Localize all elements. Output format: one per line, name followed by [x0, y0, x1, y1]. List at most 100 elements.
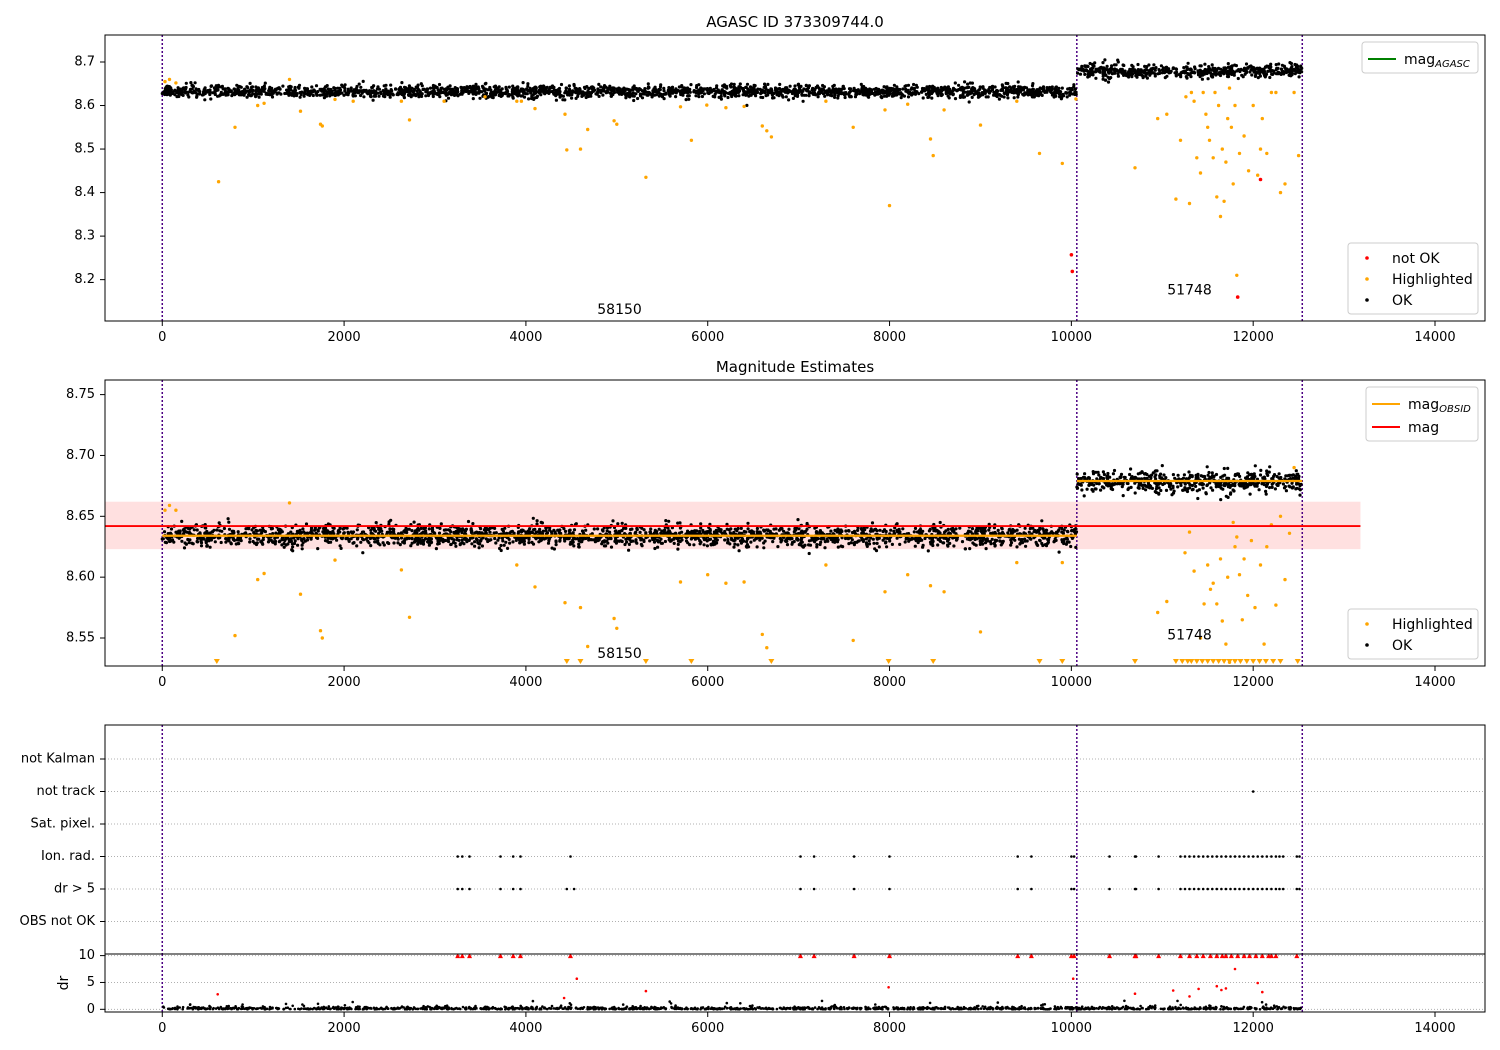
highlighted-point	[483, 95, 487, 99]
ok-point	[614, 537, 618, 541]
ok-point	[705, 530, 710, 534]
ok-point	[332, 536, 336, 540]
ok-point	[628, 90, 632, 94]
ok-point	[1173, 71, 1177, 75]
highlighted-point	[1226, 116, 1230, 121]
ok-point	[267, 537, 271, 541]
ok-point	[1253, 69, 1257, 73]
ok-point	[708, 522, 712, 526]
ok-point	[297, 83, 302, 87]
highlighted-point	[298, 109, 303, 113]
ok-point	[895, 87, 900, 91]
ok-point	[473, 544, 477, 548]
highlighted-point	[578, 147, 583, 151]
ok-point	[392, 527, 396, 531]
ok-point	[820, 87, 824, 91]
ok-point	[220, 529, 224, 533]
ok-point	[829, 537, 833, 542]
ok-point	[741, 87, 745, 91]
ok-point	[544, 526, 548, 530]
ok-point	[646, 85, 651, 89]
ok-point	[183, 90, 187, 94]
ok-point	[785, 86, 789, 90]
ok-point	[758, 530, 762, 534]
ok-point	[168, 539, 172, 544]
ok-point	[936, 94, 940, 98]
ok-point	[949, 527, 953, 531]
ok-point	[816, 537, 820, 541]
ok-point	[652, 93, 657, 97]
ok-point	[596, 527, 600, 531]
ok-point	[460, 92, 464, 96]
ok-point	[1050, 86, 1054, 90]
ok-point	[538, 539, 543, 543]
ok-point	[752, 86, 756, 90]
ok-point	[1076, 71, 1080, 75]
ok-point	[245, 85, 249, 89]
ok-point	[988, 540, 993, 544]
ok-point	[823, 546, 827, 550]
ok-point	[905, 536, 909, 540]
ok-point	[587, 538, 591, 542]
ok-point	[938, 520, 942, 525]
ok-point	[867, 542, 872, 546]
ok-point	[754, 94, 758, 98]
ok-point	[1068, 93, 1072, 97]
ok-point	[915, 90, 919, 94]
ok-point	[302, 94, 306, 98]
ok-point	[461, 527, 465, 531]
highlighted-point	[1165, 112, 1169, 116]
ok-point	[878, 528, 882, 532]
ok-point	[815, 545, 819, 549]
ok-point	[325, 92, 329, 96]
ok-point	[345, 526, 349, 530]
ok-point	[865, 544, 869, 549]
agasc-magnitude-panel: AGASC ID 373309744.058150517488.28.38.48…	[74, 13, 1486, 345]
ok-point	[931, 543, 935, 548]
ok-point	[382, 93, 386, 97]
ok-point	[983, 91, 987, 95]
ok-point	[1057, 86, 1061, 90]
ok-point	[893, 93, 897, 97]
ok-point	[1253, 74, 1257, 78]
ok-point	[1114, 68, 1119, 72]
ok-point	[622, 526, 626, 531]
highlighted-point	[586, 127, 590, 132]
ok-point	[875, 537, 880, 541]
ok-point	[1068, 86, 1072, 91]
ok-point	[475, 538, 479, 542]
ok-point	[300, 543, 304, 547]
ok-point	[242, 92, 246, 96]
ok-point	[833, 528, 837, 533]
legend-line-label: magAGASC	[1404, 52, 1470, 70]
highlighted-point	[1265, 151, 1269, 156]
ok-point	[474, 82, 478, 86]
highlighted-point	[1215, 195, 1219, 199]
ok-point	[1007, 527, 1012, 532]
ok-point	[678, 539, 682, 544]
ok-point	[708, 529, 712, 533]
ok-point	[657, 527, 661, 531]
ok-point	[941, 88, 945, 92]
ok-point	[483, 89, 487, 93]
ok-point	[522, 95, 527, 99]
ok-point	[1009, 538, 1013, 542]
ok-point	[471, 97, 475, 101]
ok-point	[399, 536, 404, 540]
ok-point	[402, 541, 406, 545]
ok-point	[306, 89, 310, 93]
ok-point	[1185, 71, 1190, 76]
ok-point	[766, 529, 771, 533]
ok-point	[1128, 68, 1132, 72]
legend-point-swatch	[1365, 277, 1369, 281]
ok-point	[786, 88, 790, 92]
ok-point	[1070, 528, 1074, 533]
ok-point	[1189, 75, 1193, 79]
ok-point	[364, 89, 368, 93]
ok-point	[526, 82, 530, 86]
ok-point	[611, 519, 615, 523]
ok-point	[592, 527, 596, 531]
ok-point	[522, 537, 526, 541]
ok-point	[680, 84, 684, 88]
ok-point	[248, 88, 252, 92]
